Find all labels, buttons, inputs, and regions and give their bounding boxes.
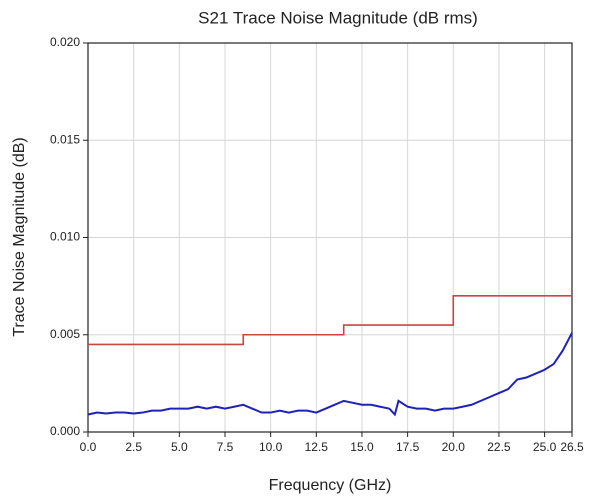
y-tick-label: 0.010 xyxy=(50,230,80,244)
chart-title: S21 Trace Noise Magnitude (dB rms) xyxy=(198,8,478,27)
y-tick-label: 0.000 xyxy=(50,424,80,438)
x-tick-label: 26.5 xyxy=(560,440,584,454)
x-axis-label: Frequency (GHz) xyxy=(269,477,392,494)
x-tick-label: 15.0 xyxy=(350,440,374,454)
y-axis-label: Trace Noise Magnitude (dB) xyxy=(11,137,28,337)
x-tick-label: 17.5 xyxy=(396,440,420,454)
line-series xyxy=(88,295,572,346)
x-tick-label: 10.0 xyxy=(259,440,283,454)
y-tick-label: 0.020 xyxy=(50,35,80,49)
x-tick-label: 7.5 xyxy=(217,440,234,454)
x-tick-label: 25.0 xyxy=(533,440,557,454)
x-tick-label: 0.0 xyxy=(80,440,97,454)
x-tick-label: 20.0 xyxy=(442,440,466,454)
x-tick-label: 2.5 xyxy=(125,440,142,454)
line-series xyxy=(87,332,573,417)
x-tick-label: 5.0 xyxy=(171,440,188,454)
plot-frame xyxy=(87,42,573,433)
y-tick-label: 0.005 xyxy=(50,327,80,341)
y-tick-label: 0.015 xyxy=(50,132,80,146)
x-tick-label: 22.5 xyxy=(487,440,511,454)
x-tick-label: 12.5 xyxy=(305,440,329,454)
